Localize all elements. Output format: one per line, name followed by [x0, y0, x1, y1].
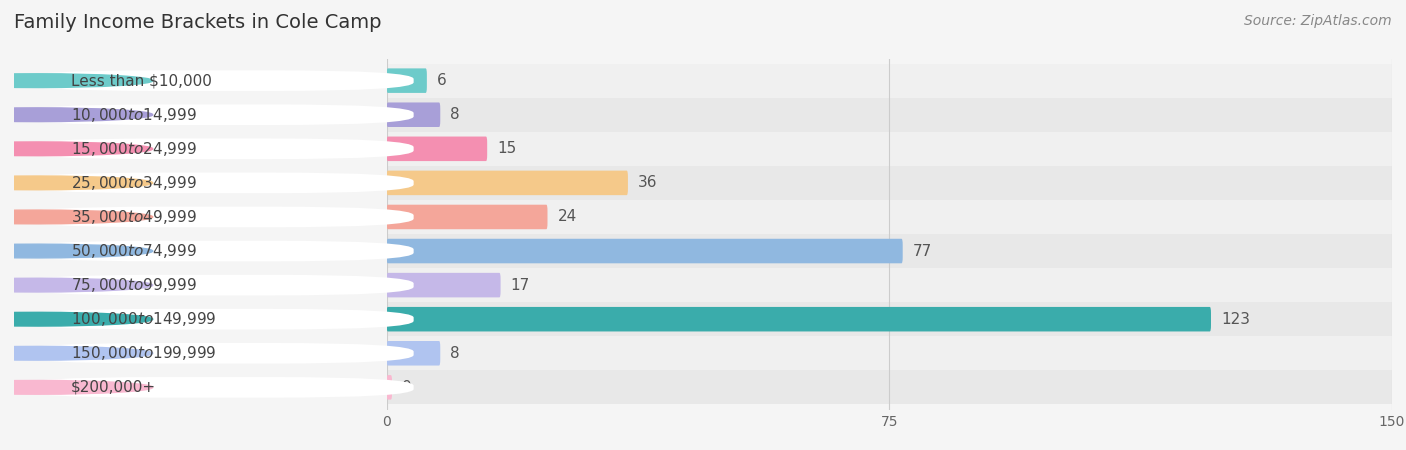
Text: $35,000 to $49,999: $35,000 to $49,999	[72, 208, 197, 226]
FancyBboxPatch shape	[18, 207, 413, 227]
FancyBboxPatch shape	[387, 234, 1392, 268]
Text: 6: 6	[437, 73, 447, 88]
Circle shape	[0, 312, 153, 326]
FancyBboxPatch shape	[387, 200, 1392, 234]
FancyBboxPatch shape	[387, 268, 1392, 302]
Circle shape	[0, 142, 153, 156]
FancyBboxPatch shape	[387, 307, 1211, 332]
Circle shape	[0, 108, 153, 122]
FancyBboxPatch shape	[387, 98, 1392, 132]
FancyBboxPatch shape	[387, 68, 427, 93]
Text: Less than $10,000: Less than $10,000	[72, 73, 212, 88]
FancyBboxPatch shape	[387, 302, 1392, 336]
Text: 77: 77	[912, 243, 932, 259]
FancyBboxPatch shape	[18, 241, 413, 261]
FancyBboxPatch shape	[387, 239, 903, 263]
FancyBboxPatch shape	[18, 173, 413, 193]
Text: 36: 36	[638, 176, 658, 190]
Text: $100,000 to $149,999: $100,000 to $149,999	[72, 310, 217, 328]
FancyBboxPatch shape	[18, 104, 413, 125]
Text: 24: 24	[558, 209, 576, 225]
Text: 123: 123	[1220, 312, 1250, 327]
FancyBboxPatch shape	[387, 132, 1392, 166]
FancyBboxPatch shape	[387, 341, 440, 365]
FancyBboxPatch shape	[387, 370, 1392, 405]
FancyBboxPatch shape	[387, 336, 1392, 370]
Circle shape	[0, 278, 153, 292]
Circle shape	[0, 176, 153, 190]
FancyBboxPatch shape	[387, 273, 501, 297]
Text: $15,000 to $24,999: $15,000 to $24,999	[72, 140, 197, 158]
FancyBboxPatch shape	[18, 377, 413, 398]
FancyBboxPatch shape	[387, 63, 1392, 98]
FancyBboxPatch shape	[387, 171, 628, 195]
FancyBboxPatch shape	[18, 139, 413, 159]
FancyBboxPatch shape	[18, 309, 413, 329]
Circle shape	[0, 210, 153, 224]
Text: $150,000 to $199,999: $150,000 to $199,999	[72, 344, 217, 362]
FancyBboxPatch shape	[387, 205, 547, 229]
Text: 17: 17	[510, 278, 530, 292]
Text: Source: ZipAtlas.com: Source: ZipAtlas.com	[1244, 14, 1392, 27]
Text: $200,000+: $200,000+	[72, 380, 156, 395]
Circle shape	[0, 346, 153, 360]
FancyBboxPatch shape	[387, 136, 488, 161]
Circle shape	[0, 244, 153, 258]
FancyBboxPatch shape	[18, 70, 413, 91]
Text: $75,000 to $99,999: $75,000 to $99,999	[72, 276, 197, 294]
FancyBboxPatch shape	[387, 103, 440, 127]
Text: $50,000 to $74,999: $50,000 to $74,999	[72, 242, 197, 260]
Text: $25,000 to $34,999: $25,000 to $34,999	[72, 174, 197, 192]
FancyBboxPatch shape	[18, 343, 413, 364]
Text: 0: 0	[402, 380, 412, 395]
Text: Family Income Brackets in Cole Camp: Family Income Brackets in Cole Camp	[14, 14, 381, 32]
Text: 15: 15	[498, 141, 516, 156]
Text: $10,000 to $14,999: $10,000 to $14,999	[72, 106, 197, 124]
FancyBboxPatch shape	[387, 375, 392, 400]
Circle shape	[0, 381, 153, 394]
Text: 8: 8	[450, 107, 460, 122]
FancyBboxPatch shape	[18, 275, 413, 295]
FancyBboxPatch shape	[387, 166, 1392, 200]
Text: 8: 8	[450, 346, 460, 361]
Circle shape	[0, 74, 153, 87]
